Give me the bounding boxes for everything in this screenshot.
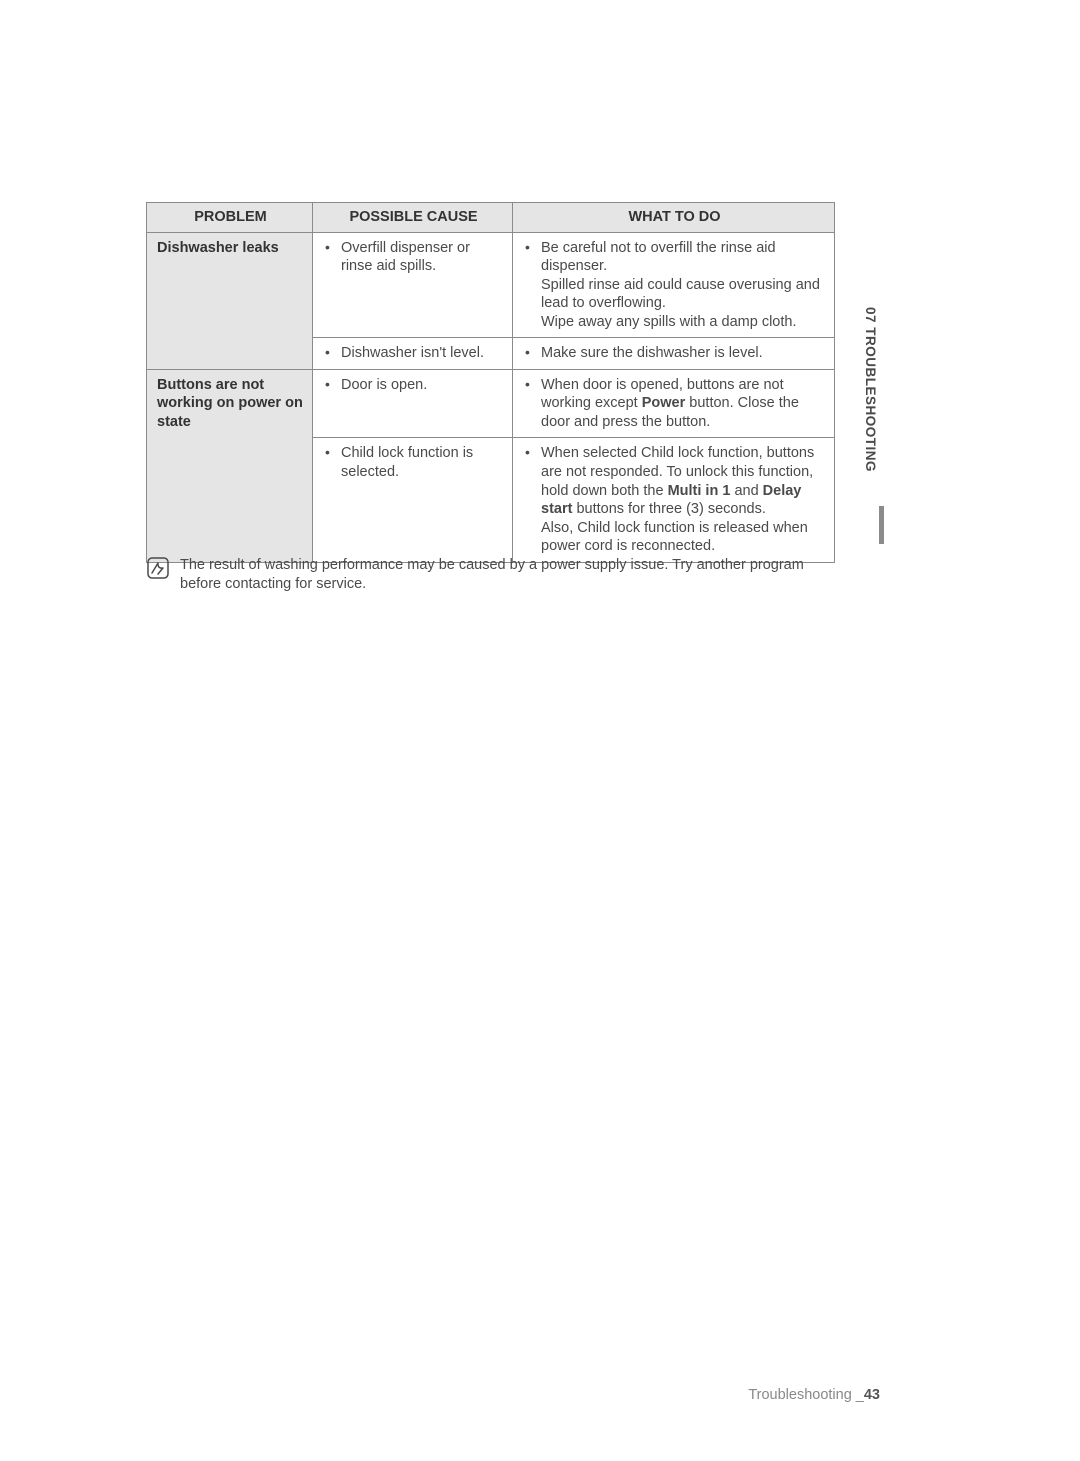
header-what-to-do: WHAT TO DO [513, 203, 835, 233]
table-header-row: PROBLEM POSSIBLE CAUSE WHAT TO DO [147, 203, 835, 233]
troubleshooting-table: PROBLEM POSSIBLE CAUSE WHAT TO DO Dishwa… [146, 202, 835, 563]
table-row: Buttons are not working on power on stat… [147, 369, 835, 438]
what-pre: Be careful not to overfill the rinse aid… [541, 240, 776, 275]
what-cell: Be careful not to overfill the rinse aid… [513, 232, 835, 338]
what-line2: Spilled rinse aid could cause overusing … [541, 276, 826, 313]
side-accent-bar [879, 506, 884, 544]
table-row: Dishwasher leaks Overfill dispenser or r… [147, 232, 835, 338]
cause-text: Dishwasher isn't level. [323, 344, 504, 363]
cause-cell: Door is open. [313, 369, 513, 438]
troubleshooting-table-wrap: PROBLEM POSSIBLE CAUSE WHAT TO DO Dishwa… [146, 202, 834, 563]
what-text: When selected Child lock function, butto… [523, 444, 826, 555]
what-post2: buttons for three (3) seconds. [572, 501, 765, 517]
cause-cell: Dishwasher isn't level. [313, 338, 513, 370]
what-cell: When door is opened, buttons are not wor… [513, 369, 835, 438]
what-line3: Wipe away any spills with a damp cloth. [541, 313, 826, 332]
cause-text: Overfill dispenser or rinse aid spills. [323, 239, 504, 276]
cause-cell: Child lock function is selected. [313, 438, 513, 562]
problem-cell: Dishwasher leaks [147, 232, 313, 369]
problem-cell: Buttons are not working on power on stat… [147, 369, 313, 562]
what-text: Make sure the dishwasher is level. [523, 344, 826, 363]
note-text: The result of washing performance may be… [180, 556, 834, 594]
side-section-tab: 07 TROUBLESHOOTING [863, 307, 883, 472]
cause-text: Child lock function is selected. [323, 444, 504, 481]
note-icon [146, 556, 170, 580]
what-mid: and [730, 483, 762, 499]
what-cell: Make sure the dishwasher is level. [513, 338, 835, 370]
header-problem: PROBLEM [147, 203, 313, 233]
side-section-label: 07 TROUBLESHOOTING [863, 307, 878, 472]
what-bold1: Multi in 1 [668, 483, 731, 499]
cause-cell: Overfill dispenser or rinse aid spills. [313, 232, 513, 338]
what-line2: Also, Child lock function is released wh… [541, 519, 826, 556]
what-pre: Make sure the dishwasher is level. [541, 345, 763, 361]
page: PROBLEM POSSIBLE CAUSE WHAT TO DO Dishwa… [0, 0, 1080, 1461]
page-footer: Troubleshooting _43 [748, 1387, 880, 1403]
footer-page-number: 43 [864, 1387, 880, 1403]
what-text: When door is opened, buttons are not wor… [523, 376, 826, 432]
note-row: The result of washing performance may be… [146, 556, 834, 594]
what-text: Be careful not to overfill the rinse aid… [523, 239, 826, 332]
cause-text: Door is open. [323, 376, 504, 395]
what-cell: When selected Child lock function, butto… [513, 438, 835, 562]
what-bold1: Power [642, 395, 686, 411]
footer-label: Troubleshooting _ [748, 1387, 864, 1403]
header-cause: POSSIBLE CAUSE [313, 203, 513, 233]
